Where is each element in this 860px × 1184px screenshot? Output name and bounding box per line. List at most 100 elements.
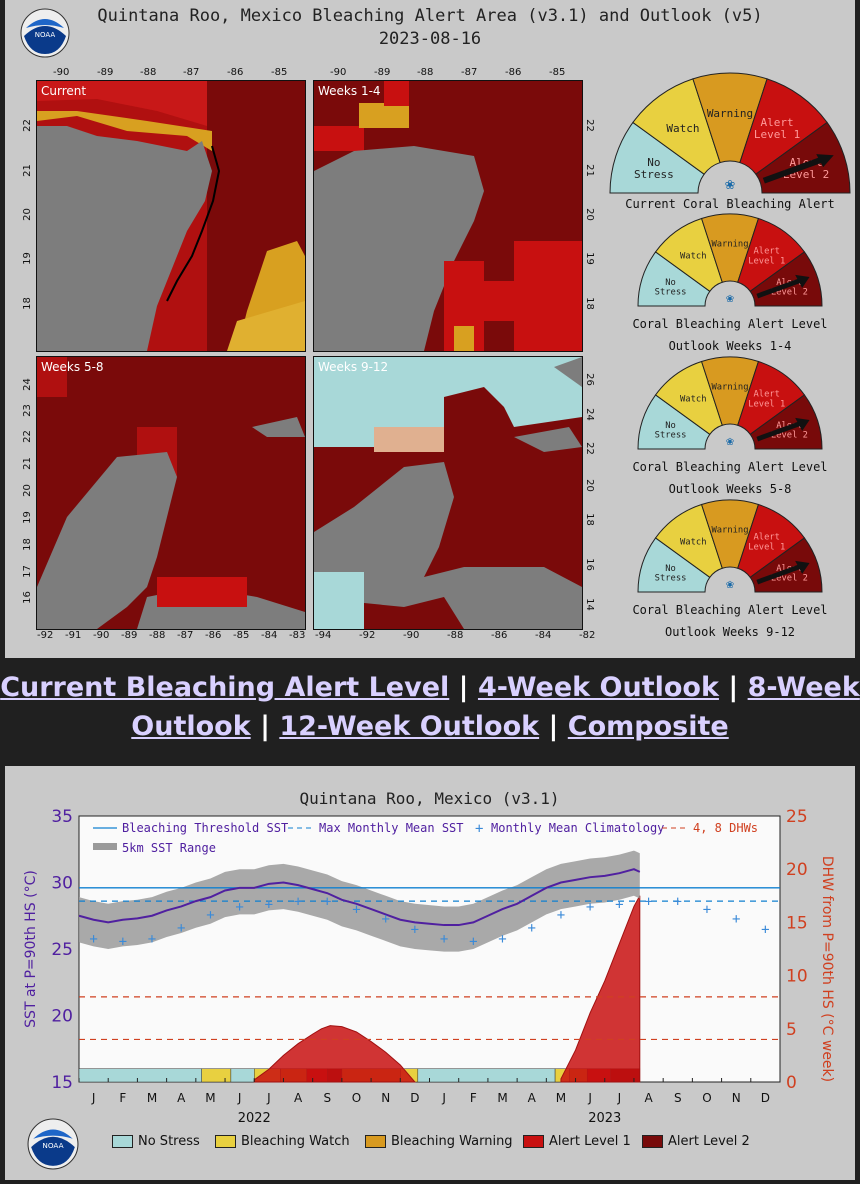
climatology-point: + xyxy=(528,921,536,937)
lat-tick: 18 xyxy=(583,513,595,526)
map-current[interactable]: Current xyxy=(36,80,306,352)
lat-tick: 24 xyxy=(583,408,595,421)
legend-clim: Monthly Mean Climatology xyxy=(491,821,664,835)
month-label: A xyxy=(528,1091,537,1105)
link-12-week-outlook[interactable]: 12-Week Outlook xyxy=(279,711,540,742)
legend-mmm: Max Monthly Mean SST xyxy=(319,821,464,835)
coral-icon: ❀ xyxy=(725,174,735,193)
lat-tick: 23 xyxy=(21,404,33,417)
lat-tick: 18 xyxy=(21,538,33,551)
lat-tick: 19 xyxy=(21,252,33,265)
y-axis-label: SST at P=90th HS (°C) xyxy=(23,870,39,1028)
link-current-alert[interactable]: Current Bleaching Alert Level xyxy=(0,672,450,703)
lat-tick: 22 xyxy=(583,119,595,132)
climatology-point: + xyxy=(615,897,623,913)
climatology-point: + xyxy=(586,899,594,915)
dhw-area xyxy=(560,895,641,1083)
climatology-point: + xyxy=(177,921,185,937)
link-8-week-outlook[interactable]: 8-Week Outlook xyxy=(131,672,860,742)
link-separator: | xyxy=(260,711,270,742)
climatology-point: + xyxy=(206,907,214,923)
climatology-point: + xyxy=(148,931,156,947)
status-segment xyxy=(78,1068,202,1083)
noaa-logo: NOAA xyxy=(20,8,70,58)
bottom-lon-tick: -88 xyxy=(149,630,166,641)
map-weeks-5-8[interactable]: Weeks 5-8 xyxy=(36,356,306,630)
y-tick-label: 20 xyxy=(51,1007,73,1027)
map-weeks-1-4[interactable]: Weeks 1-4 xyxy=(313,80,583,352)
gauge-label: No xyxy=(647,156,660,169)
lat-tick: 19 xyxy=(21,511,33,524)
gauge-needle xyxy=(756,564,800,585)
lat-tick: 16 xyxy=(21,591,33,604)
month-label: O xyxy=(352,1091,361,1105)
climatology-point: + xyxy=(761,922,769,938)
top-lon-tick: -87 xyxy=(461,67,478,78)
y-right-tick-label: 0 xyxy=(786,1073,797,1093)
lat-tick: 21 xyxy=(583,164,595,177)
top-lon-tick: -86 xyxy=(227,67,244,78)
gauge-label: Warning xyxy=(707,107,753,120)
gauge-caption-sub: Outlook Weeks 5-8 xyxy=(668,482,792,496)
map-weeks-5-8-label: Weeks 5-8 xyxy=(41,360,104,374)
bottom-lon-tick: -90 xyxy=(93,630,110,641)
top-lon-tick: -90 xyxy=(53,67,70,78)
status-segment xyxy=(230,1068,255,1083)
legend-warning: Bleaching Warning xyxy=(365,1134,513,1149)
coral-icon: ❀ xyxy=(726,434,734,449)
top-lon-tick: -89 xyxy=(374,67,391,78)
bottom-lon-tick: -91 xyxy=(65,630,82,641)
gauge-label: Level 1 xyxy=(748,256,785,266)
climatology-point: + xyxy=(674,894,682,910)
bottom-lon-tick: -88 xyxy=(447,630,464,641)
link-4-week-outlook[interactable]: 4-Week Outlook xyxy=(477,672,719,703)
gauge-caption: Coral Bleaching Alert Level xyxy=(632,460,828,474)
coral-icon: ❀ xyxy=(726,577,734,592)
y-right-tick-label: 15 xyxy=(786,913,808,933)
bottom-lon-tick: -86 xyxy=(491,630,508,641)
gauge-label: Stress xyxy=(655,288,687,298)
month-label: F xyxy=(119,1091,126,1105)
gauge-label: Level 2 xyxy=(771,288,808,298)
gauge-label: Alert xyxy=(753,247,779,257)
lat-tick: 22 xyxy=(583,442,595,455)
month-label: A xyxy=(644,1091,653,1105)
map-weeks-9-12[interactable]: Weeks 9-12 xyxy=(313,356,583,630)
lat-tick: 18 xyxy=(21,297,33,310)
bottom-lon-tick: -82 xyxy=(579,630,596,641)
time-series-figure: Quintana Roo, Mexico (v3.1) SST at P=90th… xyxy=(5,766,855,1180)
lat-tick: 26 xyxy=(583,373,595,386)
month-label: S xyxy=(323,1091,331,1105)
y-tick-label: 25 xyxy=(51,940,73,960)
map-weeks-5-8-shapes xyxy=(37,357,305,629)
bottom-lon-tick: -89 xyxy=(121,630,138,641)
bottom-lon-tick: -94 xyxy=(315,630,332,641)
gauge-caption: Coral Bleaching Alert Level xyxy=(632,317,828,331)
outlook-links: Current Bleaching Alert Level | 4-Week O… xyxy=(0,668,860,746)
gauge-label: Stress xyxy=(655,574,687,584)
y-axis-right-label: DHW from P=90th HS (°C week) xyxy=(819,856,835,1082)
climatology-point: + xyxy=(703,902,711,918)
lat-tick: 17 xyxy=(21,565,33,578)
legend-no-stress: No Stress xyxy=(112,1134,200,1149)
top-lon-tick: -85 xyxy=(271,67,288,78)
month-label: D xyxy=(761,1091,770,1105)
climatology-point: + xyxy=(294,894,302,910)
climatology-point: + xyxy=(89,931,97,947)
climatology-point: + xyxy=(644,894,652,910)
gauge-label: Alert xyxy=(760,116,793,129)
top-lon-tick: -89 xyxy=(97,67,114,78)
top-lon-tick: -88 xyxy=(140,67,157,78)
gauge-label: Watch xyxy=(680,252,706,262)
sst-line xyxy=(78,868,641,927)
y-tick-label: 35 xyxy=(51,807,73,827)
bottom-lon-tick: -92 xyxy=(359,630,376,641)
link-composite[interactable]: Composite xyxy=(567,711,729,742)
sst-dhw-chart[interactable]: Quintana Roo, Mexico (v3.1) SST at P=90th… xyxy=(5,766,855,1180)
legend-clim-swatch: + xyxy=(475,821,483,837)
legend-range-swatch xyxy=(93,843,117,850)
month-label: F xyxy=(470,1091,477,1105)
gauge-label: Level 1 xyxy=(748,542,785,552)
